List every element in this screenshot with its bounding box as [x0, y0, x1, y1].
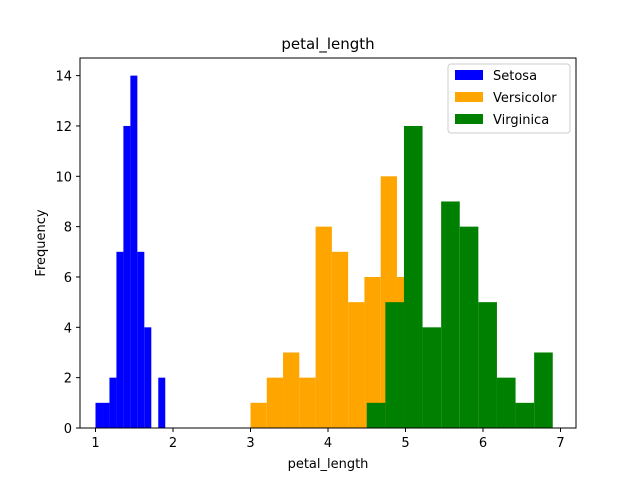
- bar-virginica-1: [385, 302, 404, 428]
- bar-versicolor-6: [348, 302, 365, 428]
- bar-setosa-7: [144, 327, 152, 428]
- y-tick-label: 14: [55, 70, 72, 85]
- legend-label-virginica: Virginica: [493, 113, 549, 128]
- legend-swatch-virginica: [455, 114, 483, 124]
- bar-versicolor-3: [299, 377, 316, 428]
- bar-setosa-4: [123, 125, 131, 429]
- bar-versicolor-5: [331, 251, 349, 428]
- legend-label-versicolor: Versicolor: [493, 91, 557, 106]
- y-tick-label: 4: [64, 321, 72, 336]
- legend: Setosa Versicolor Virginica: [447, 63, 571, 134]
- legend-swatch-versicolor: [455, 92, 483, 102]
- bar-virginica-3: [422, 327, 442, 428]
- bar-virginica-5: [459, 226, 479, 428]
- bar-virginica-7: [496, 377, 516, 428]
- bar-versicolor-4: [315, 226, 332, 428]
- x-axis-label: petal_length: [288, 457, 369, 472]
- legend-label-setosa: Setosa: [493, 69, 537, 84]
- x-tick-label: 2: [169, 436, 177, 451]
- y-axis: 0 2 4 6 8 10 12 14: [55, 70, 80, 437]
- y-tick-label: 2: [64, 372, 72, 387]
- legend-swatch-setosa: [455, 70, 483, 80]
- bar-virginica-2: [403, 125, 423, 429]
- y-tick-label: 0: [64, 422, 72, 437]
- bar-versicolor-0: [250, 402, 267, 428]
- y-tick-label: 10: [55, 170, 72, 185]
- x-axis: 1 2 3 4 5 6 7: [91, 428, 565, 451]
- bar-setosa-9: [158, 377, 166, 428]
- bar-setosa-2: [109, 377, 117, 428]
- bar-setosa-6: [137, 251, 145, 428]
- chart-title: petal_length: [281, 35, 374, 54]
- bar-virginica-9: [534, 352, 553, 428]
- x-tick-label: 7: [556, 436, 564, 451]
- bar-virginica-4: [441, 201, 460, 428]
- bar-versicolor-1: [266, 377, 284, 428]
- x-tick-label: 3: [246, 436, 254, 451]
- x-tick-label: 1: [91, 436, 99, 451]
- bar-setosa-3: [116, 251, 124, 428]
- bar-setosa-5: [130, 75, 138, 429]
- bar-setosa-1: [102, 402, 110, 428]
- bar-versicolor-7: [364, 276, 381, 428]
- bar-virginica-6: [478, 302, 497, 428]
- bar-virginica-8: [515, 402, 535, 428]
- x-tick-label: 4: [324, 436, 332, 451]
- y-tick-label: 6: [64, 271, 72, 286]
- y-tick-label: 12: [55, 120, 72, 135]
- y-axis-label: Frequency: [34, 209, 49, 276]
- x-tick-label: 6: [479, 436, 487, 451]
- y-tick-label: 8: [64, 221, 72, 236]
- bar-setosa-0: [95, 402, 103, 428]
- bar-versicolor-2: [283, 352, 300, 428]
- bars-group: [95, 75, 553, 429]
- bar-virginica-0: [366, 402, 386, 428]
- x-tick-label: 5: [401, 436, 409, 451]
